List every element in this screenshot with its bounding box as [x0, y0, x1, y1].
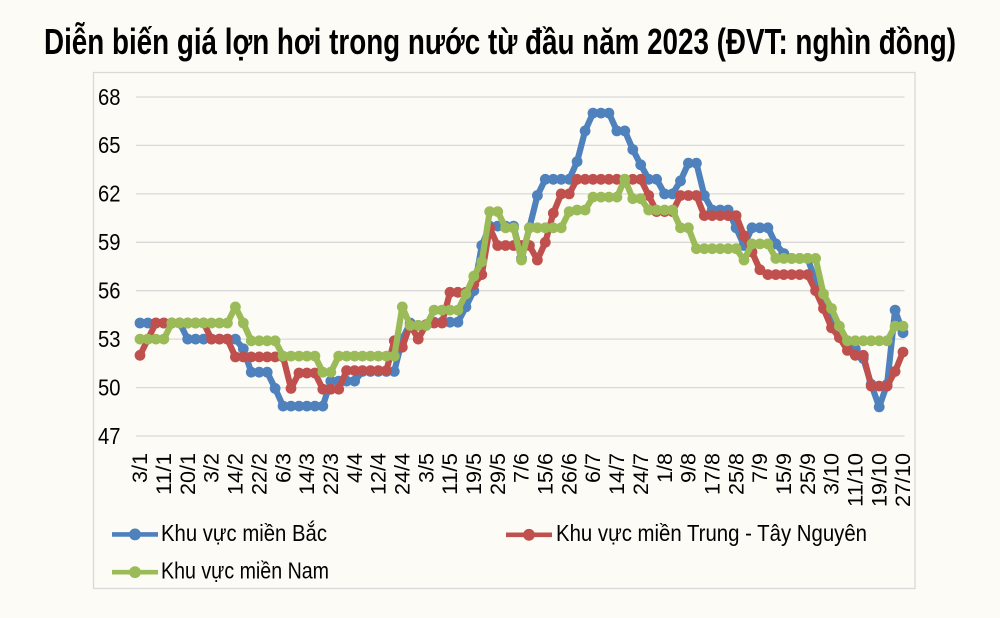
- svg-text:15/9: 15/9: [772, 453, 796, 495]
- svg-text:19/5: 19/5: [462, 453, 486, 495]
- svg-text:Khu vực miền Trung - Tây Nguyê: Khu vực miền Trung - Tây Nguyên: [556, 520, 867, 546]
- svg-text:Khu vực miền Bắc: Khu vực miền Bắc: [161, 520, 327, 546]
- svg-text:3/5: 3/5: [414, 453, 438, 483]
- svg-text:1/8: 1/8: [653, 453, 677, 483]
- svg-text:53: 53: [98, 326, 121, 352]
- svg-text:24/7: 24/7: [629, 453, 653, 495]
- svg-text:29/5: 29/5: [486, 453, 510, 495]
- svg-text:7/6: 7/6: [510, 453, 534, 483]
- svg-text:56: 56: [98, 278, 121, 304]
- svg-text:4/4: 4/4: [343, 453, 367, 483]
- svg-text:65: 65: [98, 132, 121, 158]
- svg-text:14/2: 14/2: [224, 453, 248, 495]
- svg-text:62: 62: [98, 181, 121, 207]
- svg-text:Khu vực miền Nam: Khu vực miền Nam: [161, 558, 329, 584]
- svg-text:14/3: 14/3: [295, 453, 319, 495]
- svg-text:12/4: 12/4: [367, 453, 391, 495]
- svg-text:50: 50: [98, 374, 121, 400]
- svg-text:9/8: 9/8: [677, 453, 701, 483]
- svg-text:22/2: 22/2: [247, 453, 271, 495]
- svg-text:7/9: 7/9: [748, 453, 772, 483]
- svg-text:25/8: 25/8: [724, 453, 748, 495]
- svg-text:11/10: 11/10: [844, 453, 868, 507]
- svg-text:25/9: 25/9: [796, 453, 820, 495]
- svg-text:6/7: 6/7: [581, 453, 605, 483]
- svg-text:11/5: 11/5: [438, 453, 462, 495]
- svg-text:68: 68: [98, 84, 121, 110]
- svg-text:27/10: 27/10: [891, 453, 915, 507]
- svg-text:22/3: 22/3: [319, 453, 343, 495]
- svg-text:26/6: 26/6: [557, 453, 581, 495]
- svg-text:14/7: 14/7: [605, 453, 629, 495]
- svg-text:3/2: 3/2: [200, 453, 224, 483]
- svg-text:3/1: 3/1: [128, 453, 152, 483]
- svg-text:11/1: 11/1: [152, 453, 176, 495]
- svg-text:3/10: 3/10: [820, 453, 844, 495]
- svg-text:20/1: 20/1: [176, 453, 200, 495]
- svg-text:15/6: 15/6: [534, 453, 558, 495]
- svg-text:6/3: 6/3: [271, 453, 295, 483]
- svg-text:59: 59: [98, 229, 121, 255]
- svg-text:19/10: 19/10: [867, 453, 891, 507]
- svg-text:24/4: 24/4: [391, 453, 415, 495]
- svg-text:17/8: 17/8: [701, 453, 725, 495]
- svg-text:47: 47: [98, 423, 121, 449]
- svg-text:Diễn biến giá lợn hơi trong nư: Diễn biến giá lợn hơi trong nước từ đầu …: [44, 21, 956, 62]
